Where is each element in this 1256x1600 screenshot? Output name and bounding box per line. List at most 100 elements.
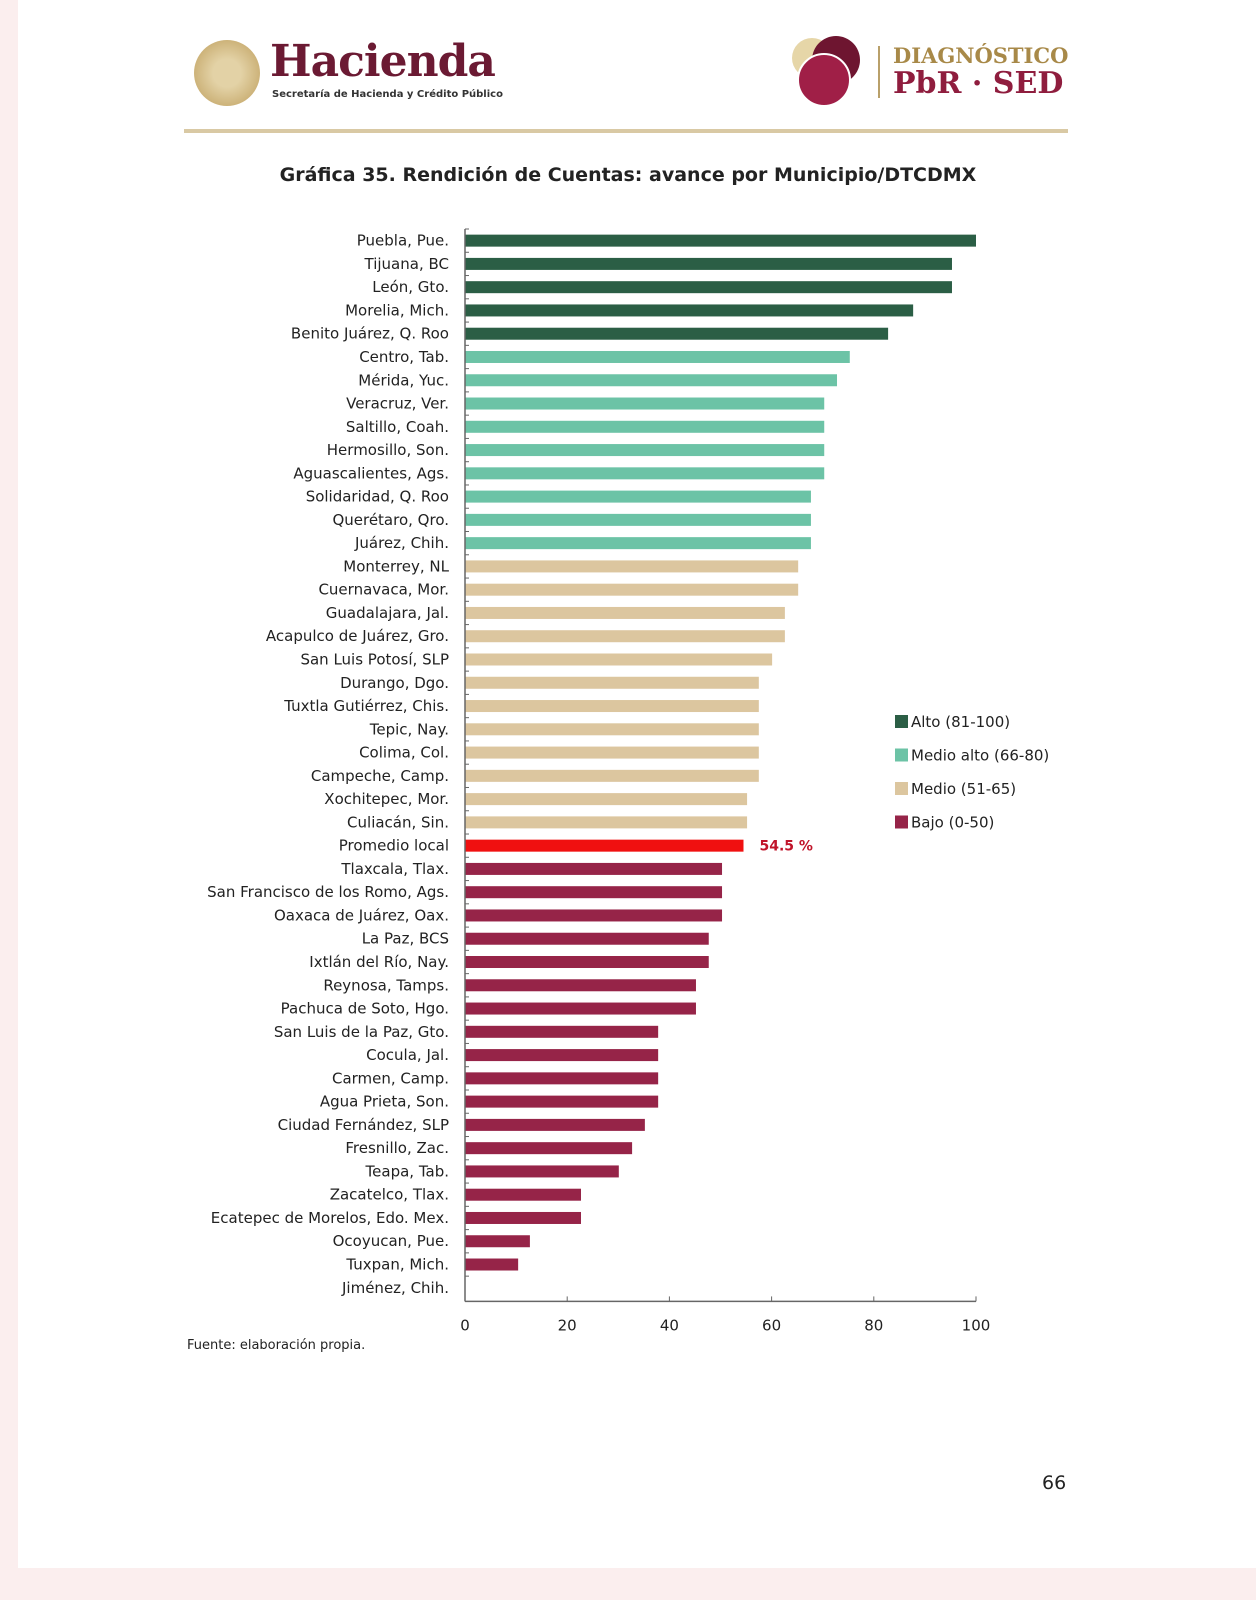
bar-label: Juárez, Chih. [354,534,449,552]
bar [465,1235,530,1248]
bar [465,700,759,713]
legend-swatch [895,782,908,795]
bar-label: Jiménez, Chih. [341,1279,449,1297]
legend-swatch [895,748,908,762]
pbr-logo-line2: PbR · SED [893,66,1064,101]
bar [465,1165,619,1178]
bar [465,909,723,922]
x-tick-label: 20 [558,1316,577,1334]
hacienda-logo-title: Hacienda [270,36,496,87]
bar-label: Colima, Col. [359,744,449,762]
bar [465,816,748,829]
bar [465,257,952,270]
bar-label: Ocoyucan, Pue. [333,1232,449,1250]
bar [465,1188,581,1201]
bar [465,560,799,573]
legend-swatch [895,715,908,728]
bar [465,537,811,550]
bar-label: Solidaridad, Q. Roo [306,488,449,506]
bar [465,513,811,526]
bar-label: Teapa, Tab. [365,1162,449,1180]
bar-label: Tepic, Nay. [369,720,449,738]
bar [465,467,825,480]
bar [465,793,748,806]
bar-label: Agua Prieta, Son. [320,1093,449,1111]
bar-label: Cocula, Jal. [366,1046,449,1064]
bar [465,420,825,433]
bar-label: Fresnillo, Zac. [345,1139,449,1157]
bar [465,979,696,992]
bar [465,1095,659,1108]
bar-label: Acapulco de Juárez, Gro. [266,627,449,645]
bar [465,839,744,852]
bar [465,886,723,899]
mexico-seal-logo [194,40,260,106]
bar-label: Pachuca de Soto, Hgo. [281,1000,449,1018]
bar-label: Monterrey, NL [343,557,449,575]
legend-label: Medio alto (66-80) [911,747,1049,765]
bar [465,769,759,782]
bar [465,1049,659,1062]
legend-label: Alto (81-100) [911,713,1010,731]
data-label: 54.5 % [759,839,812,855]
pbr-logo-line1: DIAGNÓSTICO [893,43,1069,68]
bar [465,606,785,619]
legend-swatch [895,815,908,829]
bar [465,350,850,363]
x-tick-label: 60 [762,1316,781,1334]
bar [465,281,952,294]
x-tick-label: 100 [962,1316,991,1334]
bar-label: San Luis de la Paz, Gto. [274,1023,449,1041]
bar-label: Centro, Tab. [359,348,449,366]
bar-label: Xochitepec, Mor. [324,790,449,808]
bar [465,397,825,410]
chart-title: Gráfica 35. Rendición de Cuentas: avance… [279,164,977,186]
header-rule [184,129,1068,133]
bar-label: Carmen, Camp. [332,1069,449,1087]
bar-label: Cuernavaca, Mor. [318,581,449,599]
bar-label: San Luis Potosí, SLP [300,650,449,668]
bar [465,932,709,945]
pbr-sed-circles-logo [792,36,860,107]
bar-label: Tlaxcala, Tlax. [340,860,449,878]
bar-label: Querétaro, Qro. [332,511,449,529]
bar-label: Ixtlán del Río, Nay. [309,953,449,971]
bar [465,490,811,503]
bar [465,583,799,596]
bar-label: Durango, Dgo. [340,674,449,692]
bar [465,630,785,643]
bar [465,234,976,247]
x-tick-label: 0 [460,1316,470,1334]
legend-label: Medio (51-65) [911,780,1016,798]
bar [465,1142,633,1155]
bar-label: Culiacán, Sin. [347,813,449,831]
bar-label: Morelia, Mich. [345,301,449,319]
legend-label: Bajo (0-50) [911,814,994,832]
bar-label: Guadalajara, Jal. [326,604,449,622]
bar-label: Puebla, Pue. [357,232,449,250]
bar-label: Ciudad Fernández, SLP [278,1116,449,1134]
bar-label: Benito Juárez, Q. Roo [291,325,449,343]
bar-label: La Paz, BCS [362,930,449,948]
bar [465,723,759,736]
bar [465,956,709,969]
bar-label: Promedio local [339,837,449,855]
logo-divider [878,46,880,98]
bar-label: Tuxtla Gutiérrez, Chis. [283,697,449,715]
bar-label: Campeche, Camp. [311,767,449,785]
bar-label: Aguascalientes, Ags. [293,464,449,482]
bar [465,327,889,340]
bar [465,676,759,689]
bar-label: León, Gto. [372,278,449,296]
bar-label: Veracruz, Ver. [346,395,449,413]
x-tick-label: 80 [864,1316,883,1334]
bar-label: Zacatelco, Tlax. [330,1186,449,1204]
bar-label: Oaxaca de Juárez, Oax. [274,906,449,924]
page-number: 66 [1042,1472,1067,1494]
bar-label: Tuxpan, Mich. [345,1256,449,1274]
bar [465,304,914,317]
bar-label: Mérida, Yuc. [358,371,449,389]
bar [465,1025,659,1038]
bar [465,746,759,759]
bar-label: Ecatepec de Morelos, Edo. Mex. [211,1209,449,1227]
